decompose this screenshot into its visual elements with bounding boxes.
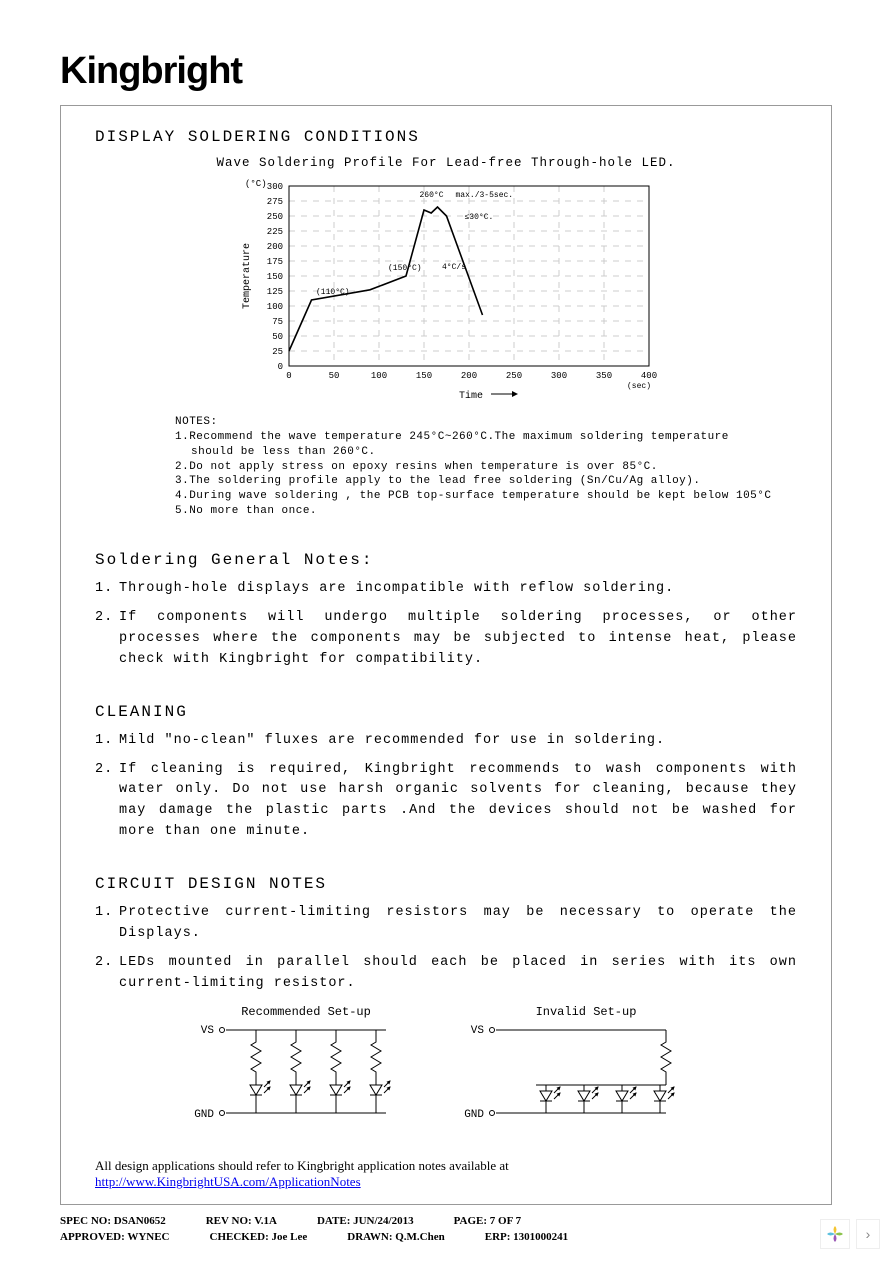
svg-text:275: 275 [267,197,283,207]
svg-text:Temperature: Temperature [242,243,253,309]
svg-text:150: 150 [416,371,432,381]
svg-text:≤30°C.: ≤30°C. [465,213,494,222]
checked: CHECKED: Joe Lee [210,1231,308,1243]
application-note-text: All design applications should refer to … [95,1158,797,1190]
list-item: 2.If components will undergo multiple so… [95,608,797,671]
solder-note-item: 3.The soldering profile apply to the lea… [175,474,775,489]
svg-text:Recommended Set-up: Recommended Set-up [241,1005,371,1019]
appnote-link[interactable]: http://www.KingbrightUSA.com/Application… [95,1174,361,1189]
svg-text:225: 225 [267,227,283,237]
svg-text:(°C): (°C) [245,179,267,189]
rev-no: REV NO: V.1A [206,1215,277,1227]
drawn: DRAWN: Q.M.Chen [347,1231,444,1243]
svg-text:0: 0 [286,371,291,381]
svg-text:max./3-5sec.: max./3-5sec. [456,191,514,200]
svg-text:350: 350 [596,371,612,381]
erp: ERP: 1301000241 [485,1231,568,1243]
chevron-right-icon[interactable]: › [856,1219,880,1249]
svg-text:300: 300 [267,182,283,192]
solder-note-item: 1.Recommend the wave temperature 245°C~2… [175,430,775,460]
corner-badge: › [820,1219,880,1249]
brand-logo: Kingbright [60,50,832,93]
svg-text:Invalid Set-up: Invalid Set-up [536,1005,637,1019]
footer-row-1: SPEC NO: DSAN0652 REV NO: V.1A DATE: JUN… [60,1215,832,1227]
soldering-chart-svg: 0 25 50 75 100 125 150 175 200 225 250 275 300 0 50 100… [231,174,661,404]
content-frame: DISPLAY SOLDERING CONDITIONS Wave Solder… [60,105,832,1205]
svg-text:250: 250 [267,212,283,222]
date: DATE: JUN/24/2013 [317,1215,414,1227]
list-item: 2.LEDs mounted in parallel should each b… [95,953,797,995]
svg-text:4°C/s: 4°C/s [442,263,466,272]
svg-text:75: 75 [272,317,283,327]
spec-no: SPEC NO: DSAN0652 [60,1215,166,1227]
svg-text:(sec): (sec) [627,382,651,391]
svg-text:125: 125 [267,287,283,297]
svg-text:400: 400 [641,371,657,381]
svg-text:VS: VS [471,1025,485,1037]
svg-text:(110°C): (110°C) [316,288,350,297]
svg-text:100: 100 [371,371,387,381]
svg-text:25: 25 [272,347,283,357]
svg-text:GND: GND [464,1109,484,1121]
list-item: 1.Through-hole displays are incompatible… [95,579,797,600]
soldering-notes: NOTES: 1.Recommend the wave temperature … [175,415,775,519]
svg-text:50: 50 [329,371,340,381]
svg-text:GND: GND [194,1109,214,1121]
soldering-chart: Wave Soldering Profile For Lead-free Thr… [95,156,797,409]
badge-logo-icon [820,1219,850,1249]
approved: APPROVED: WYNEC [60,1231,170,1243]
svg-text:175: 175 [267,257,283,267]
svg-text:300: 300 [551,371,567,381]
footer-row-2: APPROVED: WYNEC CHECKED: Joe Lee DRAWN: … [60,1231,832,1243]
chart-caption: Wave Soldering Profile For Lead-free Thr… [95,156,797,170]
solder-note-item: 5.No more than once. [175,504,775,519]
page-num: PAGE: 7 OF 7 [454,1215,522,1227]
svg-text:(150°C): (150°C) [388,264,422,273]
svg-text:Time: Time [459,390,483,402]
list-item: 2.If cleaning is required, Kingbright re… [95,760,797,844]
svg-text:250: 250 [506,371,522,381]
circuit-svg: Recommended Set-up VS GND Invalid Set-up VS [186,1003,706,1143]
svg-text:50: 50 [272,332,283,342]
solder-note-item: 2.Do not apply stress on epoxy resins wh… [175,460,775,475]
svg-text:100: 100 [267,302,283,312]
list-item: 1.Protective current-limiting resistors … [95,903,797,945]
svg-text:260°C: 260°C [420,191,444,200]
general-notes-heading: Soldering General Notes: [95,551,797,569]
svg-text:200: 200 [461,371,477,381]
soldering-heading: DISPLAY SOLDERING CONDITIONS [95,128,797,146]
svg-text:0: 0 [278,362,283,372]
list-item: 1.Mild "no-clean" fluxes are recommended… [95,731,797,752]
appnote-text: All design applications should refer to … [95,1158,509,1173]
svg-text:200: 200 [267,242,283,252]
svg-text:VS: VS [201,1025,215,1037]
cleaning-heading: CLEANING [95,703,797,721]
solder-note-item: 4.During wave soldering , the PCB top-su… [175,489,775,504]
circuit-heading: CIRCUIT DESIGN NOTES [95,875,797,893]
general-notes-list: 1.Through-hole displays are incompatible… [95,579,797,671]
circuit-list: 1.Protective current-limiting resistors … [95,903,797,995]
svg-text:150: 150 [267,272,283,282]
circuit-diagrams: Recommended Set-up VS GND Invalid Set-up VS [95,1003,797,1148]
notes-title: NOTES: [175,415,775,430]
cleaning-list: 1.Mild "no-clean" fluxes are recommended… [95,731,797,844]
